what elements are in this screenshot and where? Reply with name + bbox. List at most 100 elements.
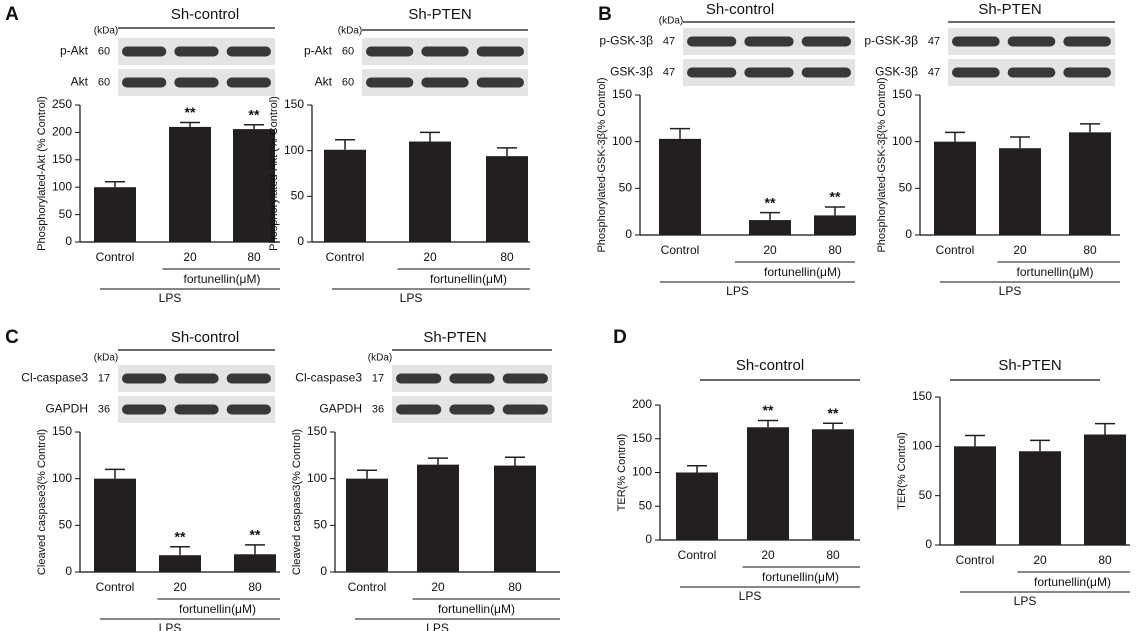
significance-label: ** — [185, 104, 196, 120]
group-label: fortunellin(μM) — [184, 272, 261, 286]
blot-band — [502, 373, 548, 384]
y-tick-label: 100 — [52, 471, 72, 485]
blot-kda: 60 — [342, 45, 354, 57]
bar — [409, 141, 451, 242]
y-tick-label: 150 — [632, 431, 652, 445]
y-tick-label: 100 — [912, 439, 932, 453]
bar — [1069, 132, 1111, 235]
bar — [1084, 434, 1126, 545]
x-tick-label: 20 — [1013, 243, 1027, 257]
blot-band — [366, 46, 414, 57]
panel-letter: D — [613, 327, 627, 348]
blot-kda: 47 — [663, 66, 675, 78]
treatment-label: LPS — [159, 621, 182, 631]
y-tick-label: 100 — [52, 179, 72, 193]
blot-kda: 36 — [98, 403, 110, 415]
y-tick-label: 50 — [59, 207, 73, 221]
blot-band — [476, 77, 524, 88]
blot-kda: 36 — [372, 403, 384, 415]
blot-band — [449, 373, 495, 384]
bar — [346, 478, 388, 572]
treatment-label: LPS — [739, 589, 762, 603]
blot-kda: 17 — [372, 372, 384, 384]
y-tick-label: 50 — [291, 189, 305, 203]
significance-label: ** — [830, 189, 841, 205]
group-label: fortunellin(μM) — [1034, 575, 1111, 589]
y-tick-label: 150 — [892, 87, 912, 101]
panel-title: Sh-control — [706, 1, 774, 18]
y-tick-label: 250 — [52, 97, 72, 111]
x-tick-label: 80 — [248, 580, 262, 594]
y-tick-label: 0 — [65, 564, 72, 578]
y-tick-label: 150 — [284, 97, 304, 111]
blot-label: p-Akt — [304, 44, 333, 58]
blot-band — [801, 67, 851, 78]
x-tick-label: 20 — [761, 548, 775, 562]
bar — [747, 427, 789, 540]
significance-label: ** — [763, 402, 774, 418]
bar — [494, 465, 536, 572]
blot-band — [366, 77, 414, 88]
y-tick-label: 0 — [625, 227, 632, 241]
kda-unit: (kDa) — [94, 353, 118, 364]
blot-band — [744, 36, 794, 47]
x-tick-label: Control — [661, 243, 700, 257]
blot-band — [396, 373, 442, 384]
y-axis-label: Cleaved caspase3(% Control) — [36, 429, 48, 575]
blot-label: p-GSK-3β — [599, 34, 653, 48]
x-tick-label: Control — [96, 250, 135, 264]
blot-label: Cl-caspase3 — [295, 371, 362, 385]
y-axis-label: Phosphorylated-GSK-3β(% Control) — [596, 77, 608, 252]
group-label: fortunellin(μM) — [179, 602, 256, 616]
x-tick-label: 80 — [247, 250, 261, 264]
panel-title: Sh-PTEN — [998, 357, 1061, 374]
panel-title: Sh-control — [736, 357, 804, 374]
blot-band — [122, 46, 167, 57]
group-label: fortunellin(μM) — [438, 602, 515, 616]
blot-band — [122, 404, 167, 415]
x-tick-label: Control — [936, 243, 975, 257]
x-tick-label: Control — [348, 580, 387, 594]
bar — [812, 429, 854, 540]
blot-band — [122, 77, 167, 88]
y-tick-label: 50 — [639, 498, 653, 512]
y-tick-label: 150 — [612, 87, 632, 101]
treatment-label: LPS — [1014, 594, 1037, 608]
x-tick-label: 20 — [423, 250, 437, 264]
y-tick-label: 0 — [320, 564, 327, 578]
x-tick-label: 80 — [508, 580, 522, 594]
blot-band — [801, 36, 851, 47]
panel-title: Sh-PTEN — [978, 1, 1041, 18]
bar — [159, 555, 201, 572]
blot-band — [1063, 67, 1111, 78]
x-tick-label: 20 — [1033, 553, 1047, 567]
blot-band — [174, 77, 219, 88]
y-tick-label: 100 — [307, 471, 327, 485]
blot-kda: 47 — [928, 35, 940, 47]
x-tick-label: 80 — [500, 250, 514, 264]
bar — [324, 149, 366, 242]
bar — [676, 472, 718, 540]
x-tick-label: 20 — [173, 580, 187, 594]
blot-kda: 17 — [98, 372, 110, 384]
panel-letter: A — [5, 4, 19, 25]
blot-label: Cl-caspase3 — [21, 371, 88, 385]
blot-band — [687, 36, 737, 47]
y-tick-label: 0 — [65, 234, 72, 248]
y-tick-label: 100 — [612, 134, 632, 148]
x-tick-label: 20 — [431, 580, 445, 594]
blot-band — [1063, 36, 1111, 47]
blot-label: Akt — [71, 75, 89, 89]
significance-label: ** — [765, 194, 776, 210]
blot-kda: 60 — [98, 76, 110, 88]
blot-band — [687, 67, 737, 78]
blot-band — [421, 77, 469, 88]
group-label: fortunellin(μM) — [762, 570, 839, 584]
blot-band — [226, 404, 271, 415]
group-label: fortunellin(μM) — [1017, 265, 1094, 279]
blot-kda: 47 — [663, 35, 675, 47]
significance-label: ** — [250, 527, 261, 543]
y-tick-label: 50 — [899, 181, 913, 195]
x-tick-label: 20 — [763, 243, 777, 257]
